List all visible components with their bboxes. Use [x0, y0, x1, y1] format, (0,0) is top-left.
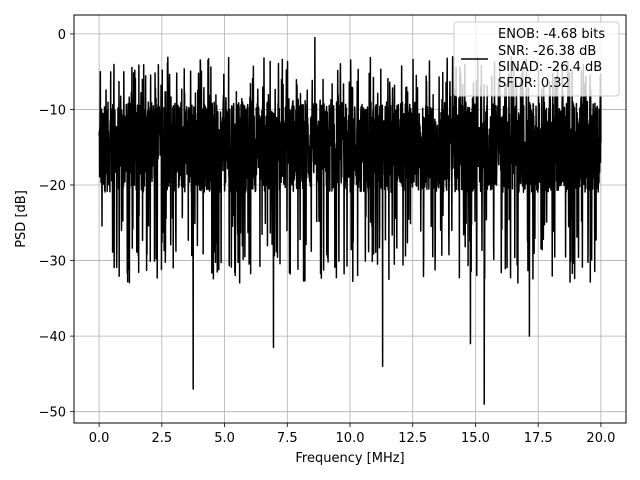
x-tick-label: 2.5: [151, 431, 172, 446]
x-tick-label: 10.0: [336, 431, 365, 446]
legend: ENOB: -4.68 bits SNR: -26.38 dB SINAD: -…: [453, 21, 620, 97]
x-tick-label: 5.0: [214, 431, 235, 446]
legend-box: [453, 21, 620, 97]
y-tick-label: −20: [39, 179, 66, 194]
x-axis-ticks: 0.0 2.5 5.0 7.5 10.0 12.5 15.0 17.5 20.0: [89, 423, 615, 446]
y-tick-label: −30: [39, 255, 66, 270]
x-tick-label: 17.5: [524, 431, 553, 446]
x-axis-title: Frequency [MHz]: [295, 451, 404, 466]
legend-sfdr: SFDR: 0.32: [498, 76, 570, 91]
y-tick-label: −10: [39, 103, 66, 118]
legend-sinad: SINAD: -26.4 dB: [498, 60, 602, 75]
y-tick-label: 0: [58, 28, 66, 43]
legend-snr: SNR: -26.38 dB: [498, 44, 596, 59]
y-axis-title: PSD [dB]: [14, 190, 29, 248]
x-tick-label: 15.0: [461, 431, 490, 446]
x-tick-label: 0.0: [89, 431, 110, 446]
series-layer: [98, 36, 602, 405]
legend-enob: ENOB: -4.68 bits: [498, 27, 605, 42]
y-tick-label: −50: [39, 406, 66, 421]
y-tick-label: −40: [39, 330, 66, 345]
y-axis-ticks: 0 −10 −20 −30 −40 −50: [39, 28, 74, 421]
x-tick-label: 20.0: [586, 431, 615, 446]
x-tick-label: 7.5: [277, 431, 298, 446]
psd-series-line: [98, 36, 602, 405]
x-tick-label: 12.5: [398, 431, 427, 446]
